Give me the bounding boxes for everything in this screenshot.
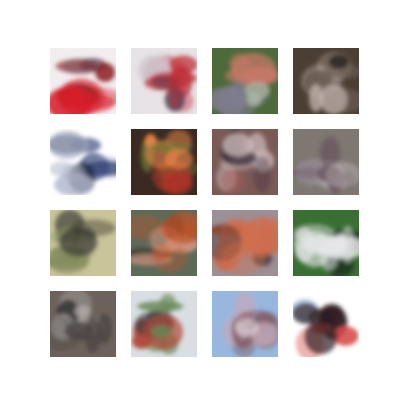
- image-tile-grey-scene: [293, 129, 359, 195]
- image-tile-red-green-truck: [131, 129, 197, 195]
- image-tile-crowd-street: [212, 129, 278, 195]
- image-tile-orange-creature: [131, 210, 197, 276]
- image-tile-dark-vehicles: [50, 291, 116, 357]
- image-tile-car-on-snow: [131, 291, 197, 357]
- image-tile-red-machine: [212, 210, 278, 276]
- image-tile-red-car-white: [293, 291, 359, 357]
- image-tile-dark-brown-scene: [293, 48, 359, 114]
- image-tile-animal-in-grass: [212, 48, 278, 114]
- image-tile-red-vehicle-on-white: [50, 48, 116, 114]
- image-tile-green-field-vehicle: [293, 210, 359, 276]
- image-tile-bird-sky: [212, 291, 278, 357]
- image-tile-blue-white-object: [50, 129, 116, 195]
- image-tile-blurry-animal: [50, 210, 116, 276]
- image-tile-vehicle-on-road: [131, 48, 197, 114]
